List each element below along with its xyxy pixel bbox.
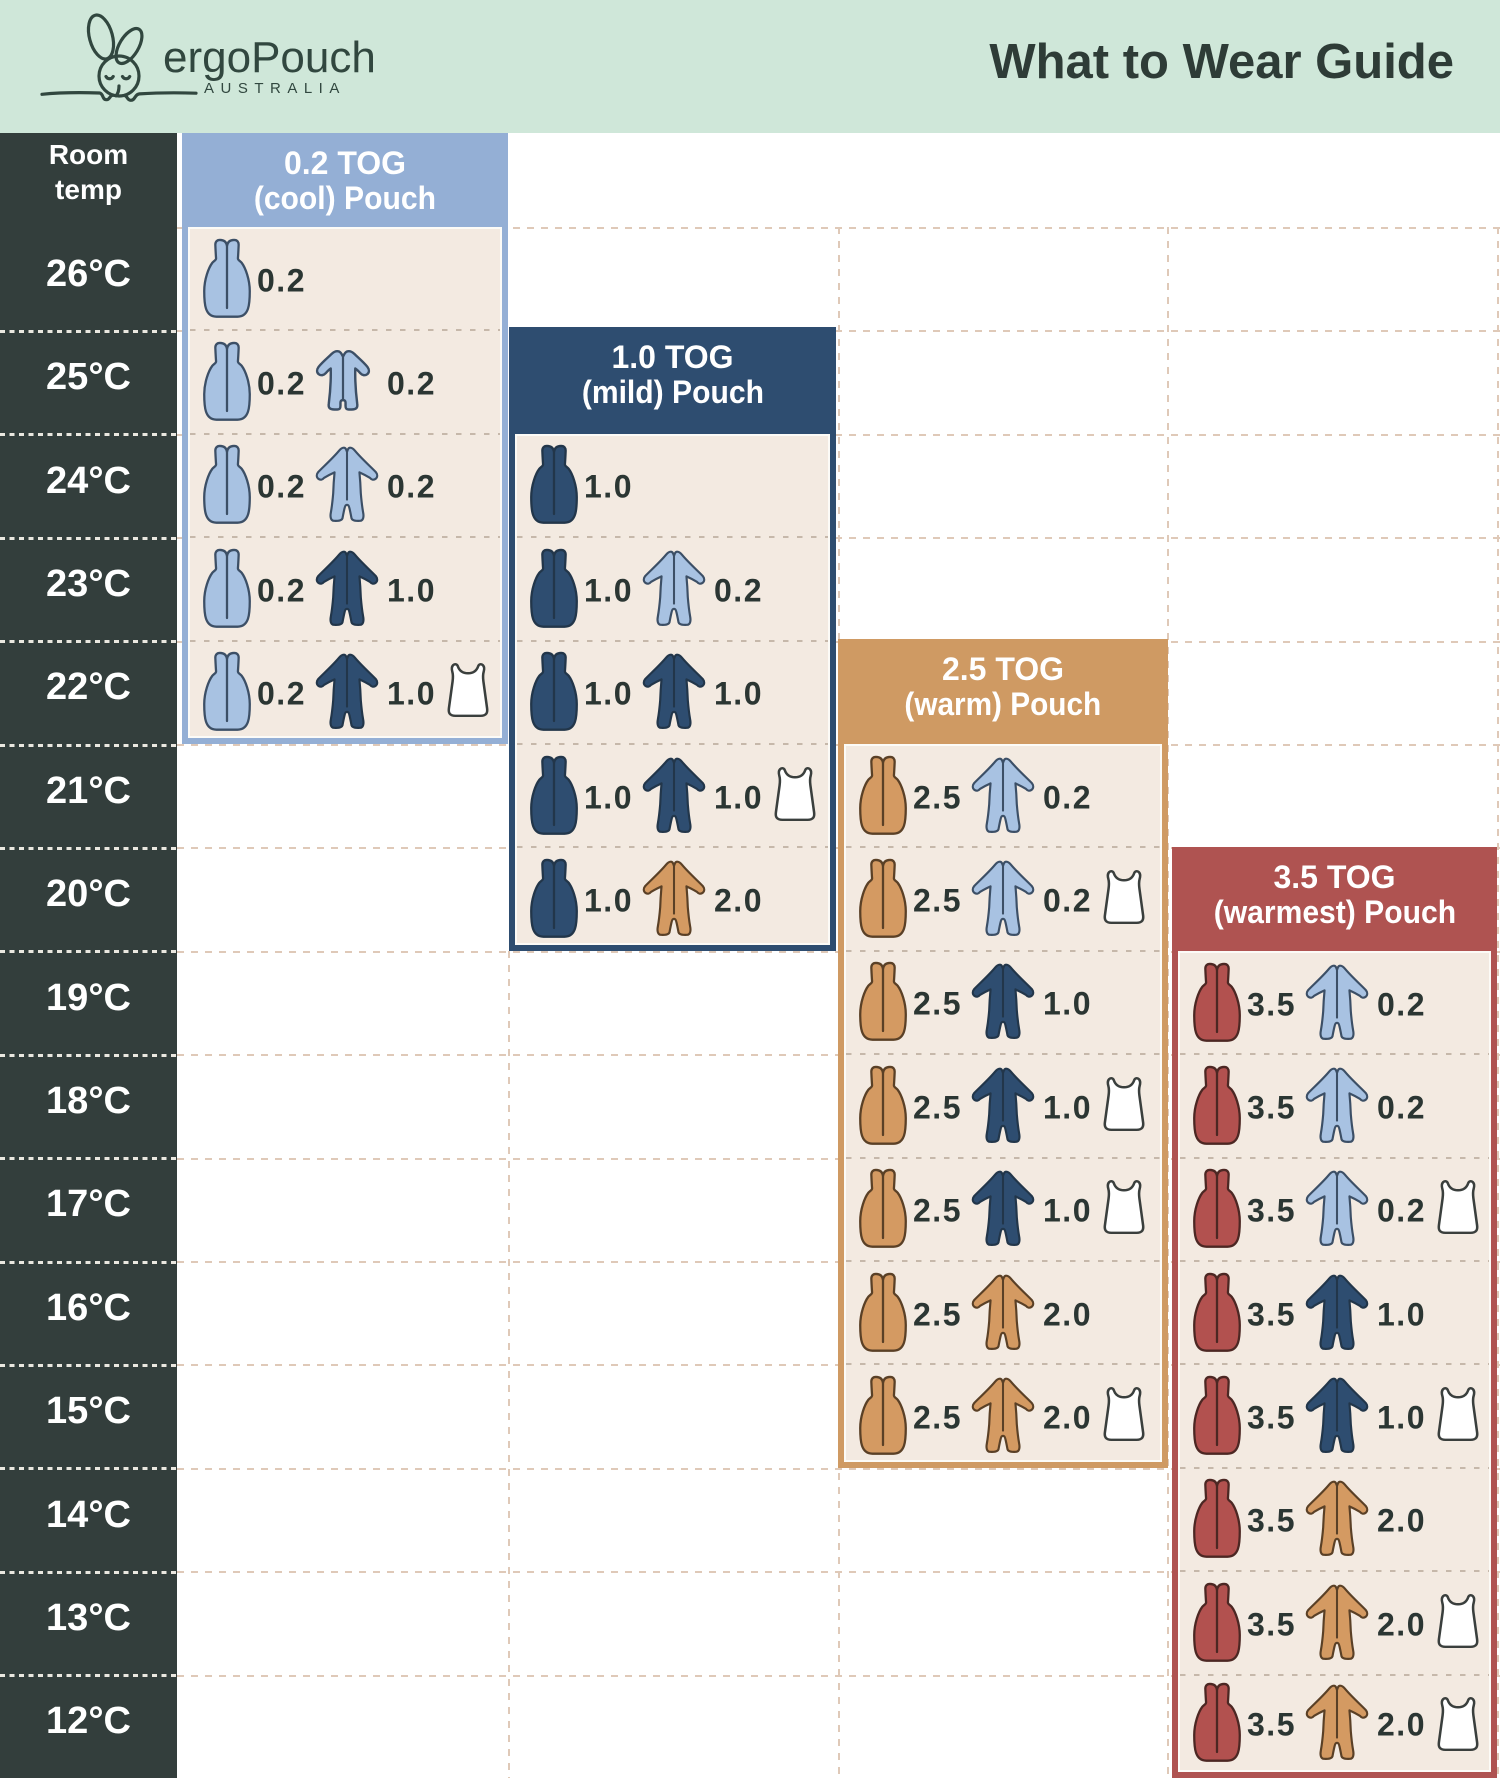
- svg-text:AUSTRALIA: AUSTRALIA: [204, 80, 346, 97]
- svg-text:ergoPouch: ergoPouch: [163, 33, 376, 82]
